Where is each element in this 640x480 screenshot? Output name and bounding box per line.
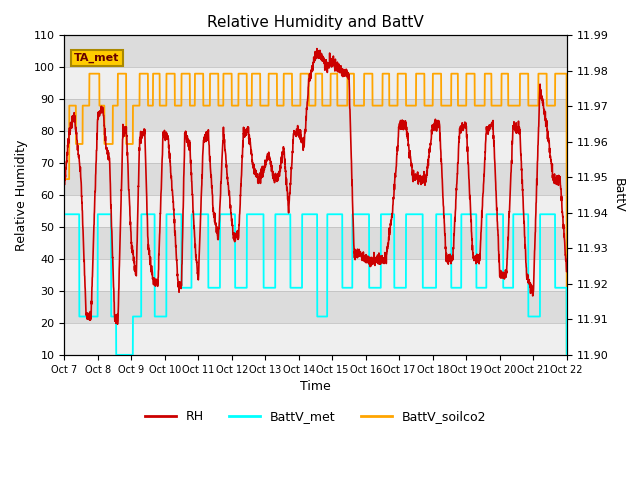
Legend: RH, BattV_met, BattV_soilco2: RH, BattV_met, BattV_soilco2 <box>140 406 492 429</box>
BattV_soilco2 <box>563 384 571 390</box>
RH <box>60 178 68 184</box>
BattV_soilco2 <box>86 71 93 76</box>
Y-axis label: Relative Humidity: Relative Humidity <box>15 139 28 251</box>
RH <box>118 174 125 180</box>
RH <box>499 276 507 281</box>
Y-axis label: BattV: BattV <box>612 178 625 213</box>
Text: TA_met: TA_met <box>74 53 120 63</box>
BattV_met <box>563 384 571 390</box>
RH <box>563 268 571 274</box>
BattV_met <box>148 211 156 217</box>
Line: BattV_met: BattV_met <box>64 214 567 387</box>
BattV_soilco2 <box>499 71 507 76</box>
RH <box>313 46 321 51</box>
Line: BattV_soilco2: BattV_soilco2 <box>64 73 567 387</box>
RH <box>275 168 283 174</box>
X-axis label: Time: Time <box>300 380 331 393</box>
Bar <box>64 259 567 291</box>
BattV_met <box>499 211 507 217</box>
BattV_soilco2 <box>275 103 283 108</box>
RH <box>554 176 561 181</box>
Bar <box>64 323 567 355</box>
Bar <box>64 195 567 227</box>
RH <box>114 322 122 327</box>
BattV_met <box>253 211 260 217</box>
BattV_met <box>60 211 68 217</box>
BattV_met <box>553 285 561 290</box>
BattV_soilco2 <box>118 71 125 76</box>
BattV_met <box>118 352 125 358</box>
RH <box>148 263 156 269</box>
RH <box>253 174 261 180</box>
BattV_soilco2 <box>60 176 68 182</box>
BattV_soilco2 <box>553 71 561 76</box>
Line: RH: RH <box>64 48 567 324</box>
BattV_soilco2 <box>148 103 156 108</box>
Bar <box>64 131 567 163</box>
Title: Relative Humidity and BattV: Relative Humidity and BattV <box>207 15 424 30</box>
BattV_met <box>275 211 283 217</box>
Bar <box>64 67 567 99</box>
BattV_soilco2 <box>253 71 261 76</box>
